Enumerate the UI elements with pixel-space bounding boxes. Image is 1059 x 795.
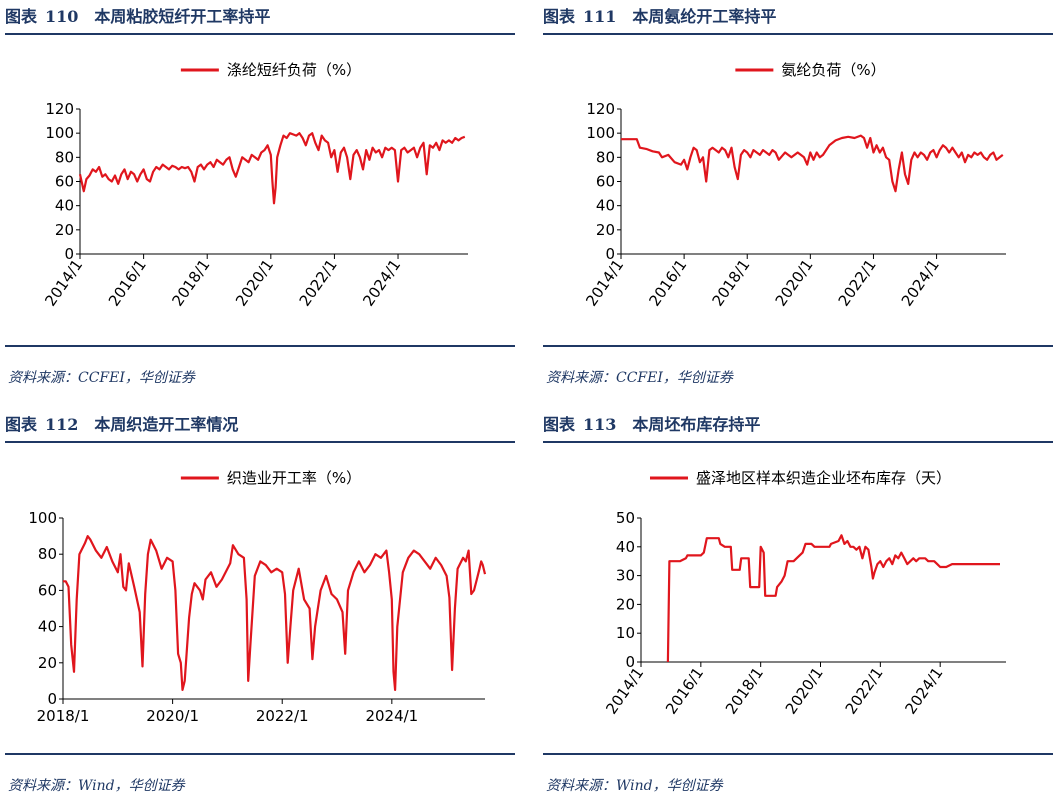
x-tick-label: 2016/1	[645, 256, 690, 310]
figure-number: 110	[45, 7, 79, 26]
divider	[5, 345, 515, 347]
y-tick-label: 20	[55, 221, 74, 239]
figure-title: 本周织造开工率情况	[94, 415, 239, 434]
figure-label: 图表	[5, 415, 38, 434]
source-note: 资料来源：Wind，华创证券	[8, 778, 185, 794]
figure-title: 本周氨纶开工率持平	[632, 7, 777, 26]
y-tick-label: 0	[47, 690, 57, 708]
y-tick-label: 20	[616, 595, 635, 613]
figure-number: 113	[583, 415, 617, 434]
chart-container: 涤纶短纤负荷（%） 0 20 40 60 80 100 120 2014/1 2016/1 2018…	[5, 36, 515, 336]
line-chart: 涤纶短纤负荷（%） 0 20 40 60 80 100 120 2014/1 2016/1 2018…	[41, 61, 468, 310]
panel-title: 图表 111 本周氨纶开工率持平	[543, 3, 1053, 35]
y-tick-label: 80	[596, 148, 615, 166]
y-tick-label: 100	[45, 124, 74, 142]
y-tick-label: 60	[38, 581, 57, 599]
line-chart: 织造业开工率（%） 0 20 40 60 80 100 2018/1 2020/1 2022/1 2…	[28, 469, 487, 725]
x-tick-label: 2018/1	[708, 256, 753, 310]
x-tick-label: 2020/1	[772, 256, 817, 310]
source-note: 资料来源：Wind，华创证券	[546, 778, 723, 794]
figure-label: 图表	[543, 7, 576, 26]
panel-weaving-rate: 图表 112 本周织造开工率情况 织造业开工率（%） 0 20 40 60 80 100 2018…	[5, 408, 515, 794]
figure-label: 图表	[543, 415, 576, 434]
y-tick-label: 80	[55, 148, 74, 166]
divider	[543, 753, 1053, 755]
y-tick-label: 10	[616, 624, 635, 642]
y-tick-label: 120	[586, 100, 615, 118]
x-tick-label: 2016/1	[105, 256, 150, 310]
y-tick-label: 40	[38, 618, 57, 636]
line-chart: 盛泽地区样本织造企业坯布库存（天） 0 10 20 30 40 50 2014/1 2016/1…	[602, 469, 1006, 718]
x-tick-label: 2024/1	[898, 256, 943, 310]
y-tick-label: 50	[616, 509, 635, 527]
series-line	[63, 535, 487, 691]
chart-container: 盛泽地区样本织造企业坯布库存（天） 0 10 20 30 40 50 2014/1 2016/1…	[543, 444, 1053, 744]
y-tick-label: 0	[625, 653, 635, 671]
line-chart: 氨纶负荷（%） 0 20 40 60 80 100 120 2014/1 2016/1 2018/1…	[582, 61, 1006, 310]
y-tick-label: 100	[28, 509, 57, 527]
chart-container: 织造业开工率（%） 0 20 40 60 80 100 2018/1 2020/1 2022/1 2…	[5, 444, 515, 744]
legend-label: 涤纶短纤负荷（%）	[227, 61, 361, 79]
panel-title: 图表 112 本周织造开工率情况	[5, 411, 515, 443]
legend-label: 盛泽地区样本织造企业坯布库存（天）	[696, 469, 951, 487]
series-line	[666, 534, 1000, 663]
x-tick-label: 2014/1	[41, 256, 86, 310]
y-tick-label: 40	[55, 197, 74, 215]
source-note: 资料来源：CCFEI，华创证券	[546, 370, 733, 386]
x-tick-label: 2018/1	[168, 256, 213, 310]
y-tick-label: 0	[64, 245, 74, 263]
x-tick-label: 2016/1	[662, 664, 707, 718]
legend-label: 织造业开工率（%）	[227, 469, 361, 487]
x-tick-label: 2022/1	[296, 256, 341, 310]
divider	[5, 753, 515, 755]
chart-container: 氨纶负荷（%） 0 20 40 60 80 100 120 2014/1 2016/1 2018/1…	[543, 36, 1053, 336]
x-tick-label: 2018/1	[37, 707, 90, 725]
divider	[543, 345, 1053, 347]
series-line	[78, 132, 466, 205]
y-tick-label: 30	[616, 567, 635, 585]
legend-label: 氨纶负荷（%）	[781, 61, 885, 79]
figure-label: 图表	[5, 7, 38, 26]
panel-grey-fabric-inventory: 图表 113 本周坯布库存持平 盛泽地区样本织造企业坯布库存（天） 0 10 20 30 40…	[543, 408, 1053, 794]
x-tick-label: 2024/1	[365, 707, 418, 725]
x-tick-label: 2022/1	[842, 664, 887, 718]
y-tick-label: 20	[596, 221, 615, 239]
y-tick-label: 100	[586, 124, 615, 142]
x-tick-label: 2014/1	[582, 256, 627, 310]
x-tick-label: 2014/1	[602, 664, 647, 718]
x-tick-label: 2024/1	[901, 664, 946, 718]
panel-title: 图表 110 本周粘胶短纤开工率持平	[5, 3, 515, 35]
figure-number: 112	[45, 415, 79, 434]
panel-spandex-load: 图表 111 本周氨纶开工率持平 氨纶负荷（%） 0 20 40 60 80 100 120 201…	[543, 0, 1053, 386]
figure-title: 本周坯布库存持平	[632, 415, 761, 434]
y-tick-label: 80	[38, 545, 57, 563]
y-tick-label: 40	[616, 538, 635, 556]
y-tick-label: 60	[596, 173, 615, 191]
panel-title: 图表 113 本周坯布库存持平	[543, 411, 1053, 443]
figure-number: 111	[583, 7, 617, 26]
figure-title: 本周粘胶短纤开工率持平	[94, 7, 271, 26]
panel-polyester-staple-load: 图表 110 本周粘胶短纤开工率持平 涤纶短纤负荷（%） 0 20 40 60 80 100 12…	[5, 0, 515, 386]
y-tick-label: 0	[605, 245, 615, 263]
y-tick-label: 20	[38, 654, 57, 672]
y-tick-label: 60	[55, 173, 74, 191]
x-tick-label: 2020/1	[782, 664, 827, 718]
y-tick-label: 120	[45, 100, 74, 118]
x-tick-label: 2020/1	[146, 707, 199, 725]
x-tick-label: 2024/1	[359, 256, 404, 310]
series-line	[621, 134, 1004, 193]
x-tick-label: 2020/1	[232, 256, 277, 310]
y-tick-label: 40	[596, 197, 615, 215]
source-note: 资料来源：CCFEI，华创证券	[8, 370, 195, 386]
x-tick-label: 2022/1	[256, 707, 309, 725]
x-tick-label: 2022/1	[835, 256, 880, 310]
x-tick-label: 2018/1	[722, 664, 767, 718]
